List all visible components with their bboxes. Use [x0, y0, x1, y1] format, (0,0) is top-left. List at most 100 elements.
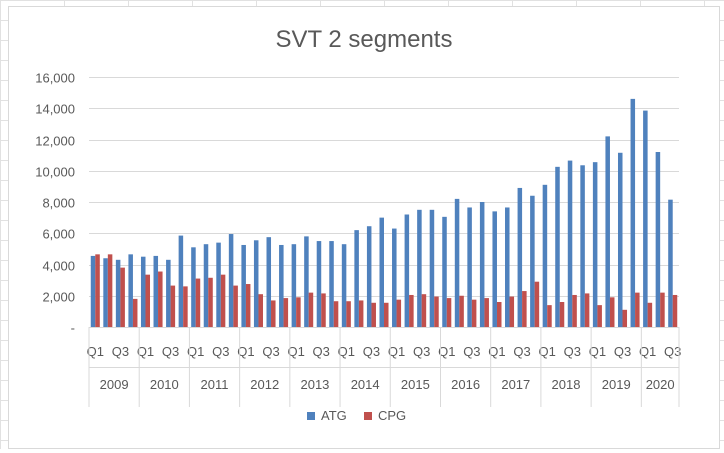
bar-cpg — [584, 293, 590, 327]
x-tick-label-quarter: Q1 — [539, 344, 556, 359]
bar-cpg — [170, 285, 176, 327]
x-tick-label-quarter: Q3 — [463, 344, 480, 359]
bar-atg — [266, 237, 272, 327]
bar-atg — [655, 152, 661, 327]
bar-cpg — [308, 292, 314, 328]
bar-atg — [115, 259, 121, 327]
x-tick-label-year: 2014 — [351, 377, 380, 392]
bar-cpg — [597, 305, 602, 328]
bar-cpg — [547, 305, 552, 328]
bar-cpg — [622, 309, 628, 327]
bar-cpg — [158, 271, 163, 327]
bar-cpg — [321, 293, 326, 327]
bar-atg — [467, 207, 472, 327]
bar-cpg — [296, 297, 301, 327]
y-tick-label: 4,000 — [42, 259, 75, 274]
bar-cpg — [459, 295, 464, 327]
bar-atg — [630, 98, 636, 328]
bar-cpg — [534, 281, 540, 327]
bar-atg — [153, 255, 159, 327]
x-tick-label-quarter: Q3 — [413, 344, 430, 359]
y-tick-label: 14,000 — [35, 102, 75, 117]
x-tick-label-quarter: Q1 — [237, 344, 254, 359]
bar-atg — [279, 244, 284, 327]
bar-atg — [617, 152, 623, 327]
bar-atg — [580, 165, 585, 327]
bar-cpg — [95, 254, 100, 327]
y-tick-label: 10,000 — [35, 165, 75, 180]
bar-atg — [253, 240, 259, 327]
bar-atg — [203, 244, 209, 327]
bar-cpg — [358, 300, 364, 327]
bar-atg — [316, 241, 322, 327]
bar-cpg — [421, 294, 427, 327]
x-tick-label-quarter: Q1 — [187, 344, 204, 359]
bar-cpg — [396, 299, 402, 327]
legend-label-atg: ATG — [321, 408, 347, 423]
chart-container[interactable]: SVT 2 segments - 2,000 4,000 6,000 8,000 10,0… — [8, 6, 720, 449]
x-tick-label-quarter: Q1 — [287, 344, 304, 359]
y-tick-label: 8,000 — [42, 196, 75, 211]
bar-atg — [354, 230, 359, 328]
x-tick-label-year: 2020 — [646, 377, 675, 392]
bar-cpg — [434, 296, 439, 327]
x-tick-label-quarter: Q1 — [438, 344, 455, 359]
bar-atg — [140, 256, 146, 327]
x-tick-label-quarter: Q3 — [564, 344, 581, 359]
bar-cpg — [233, 285, 238, 327]
bar-atg — [542, 184, 548, 327]
bar-cpg — [333, 301, 339, 327]
x-tick-label-quarter: Q1 — [137, 344, 154, 359]
bar-cpg — [647, 302, 653, 327]
bar-cpg — [107, 254, 113, 327]
bar-cpg — [471, 299, 477, 327]
bar-cpg — [346, 301, 351, 327]
x-tick-label-quarter: Q1 — [639, 344, 656, 359]
x-tick-label-year: 2016 — [451, 377, 480, 392]
bar-atg — [166, 259, 171, 327]
bar-atg — [90, 255, 96, 327]
x-tick-label-quarter: Q1 — [388, 344, 405, 359]
bar-atg — [228, 234, 234, 327]
x-tick-label-quarter: Q1 — [589, 344, 606, 359]
bar-cpg — [283, 298, 289, 327]
bar-cpg — [509, 296, 515, 327]
bar-atg — [567, 160, 573, 327]
bar-cpg — [132, 298, 138, 328]
bar-atg — [392, 228, 397, 327]
bar-cpg — [245, 284, 251, 327]
x-tick-label-quarter: Q3 — [112, 344, 129, 359]
bar-atg — [517, 187, 523, 327]
y-tick-label: - — [71, 321, 75, 336]
legend-swatch-atg — [307, 412, 315, 420]
bar-cpg — [145, 274, 151, 327]
bar-atg — [291, 244, 297, 327]
x-tick-label-year: 2015 — [401, 377, 430, 392]
legend-label-cpg: CPG — [378, 408, 406, 423]
bar-atg — [304, 236, 309, 328]
bar-cpg — [484, 298, 489, 327]
bar-atg — [668, 199, 673, 327]
x-tick-label-quarter: Q1 — [488, 344, 505, 359]
bar-cpg — [672, 294, 678, 327]
x-tick-label-year: 2009 — [100, 377, 129, 392]
legend: ATG CPG — [307, 408, 406, 423]
x-tick-label-year: 2010 — [150, 377, 179, 392]
bar-cpg — [522, 291, 527, 327]
y-tick-label: 2,000 — [42, 290, 75, 305]
bar-atg — [605, 136, 610, 328]
bar-atg — [103, 258, 108, 327]
legend-swatch-cpg — [364, 412, 372, 420]
bar-atg — [505, 207, 510, 327]
bar-atg — [216, 242, 221, 328]
bar-cpg — [384, 302, 389, 327]
x-tick-label-quarter: Q3 — [162, 344, 179, 359]
bar-chart: SVT 2 segments - 2,000 4,000 6,000 8,000 10,0… — [35, 26, 681, 423]
bar-atg — [429, 209, 435, 327]
x-tick-label-quarter: Q3 — [513, 344, 530, 359]
bar-atg — [530, 195, 535, 327]
x-tick-label-quarter: Q3 — [363, 344, 380, 359]
bar-cpg — [220, 274, 226, 327]
bar-cpg — [120, 267, 125, 328]
